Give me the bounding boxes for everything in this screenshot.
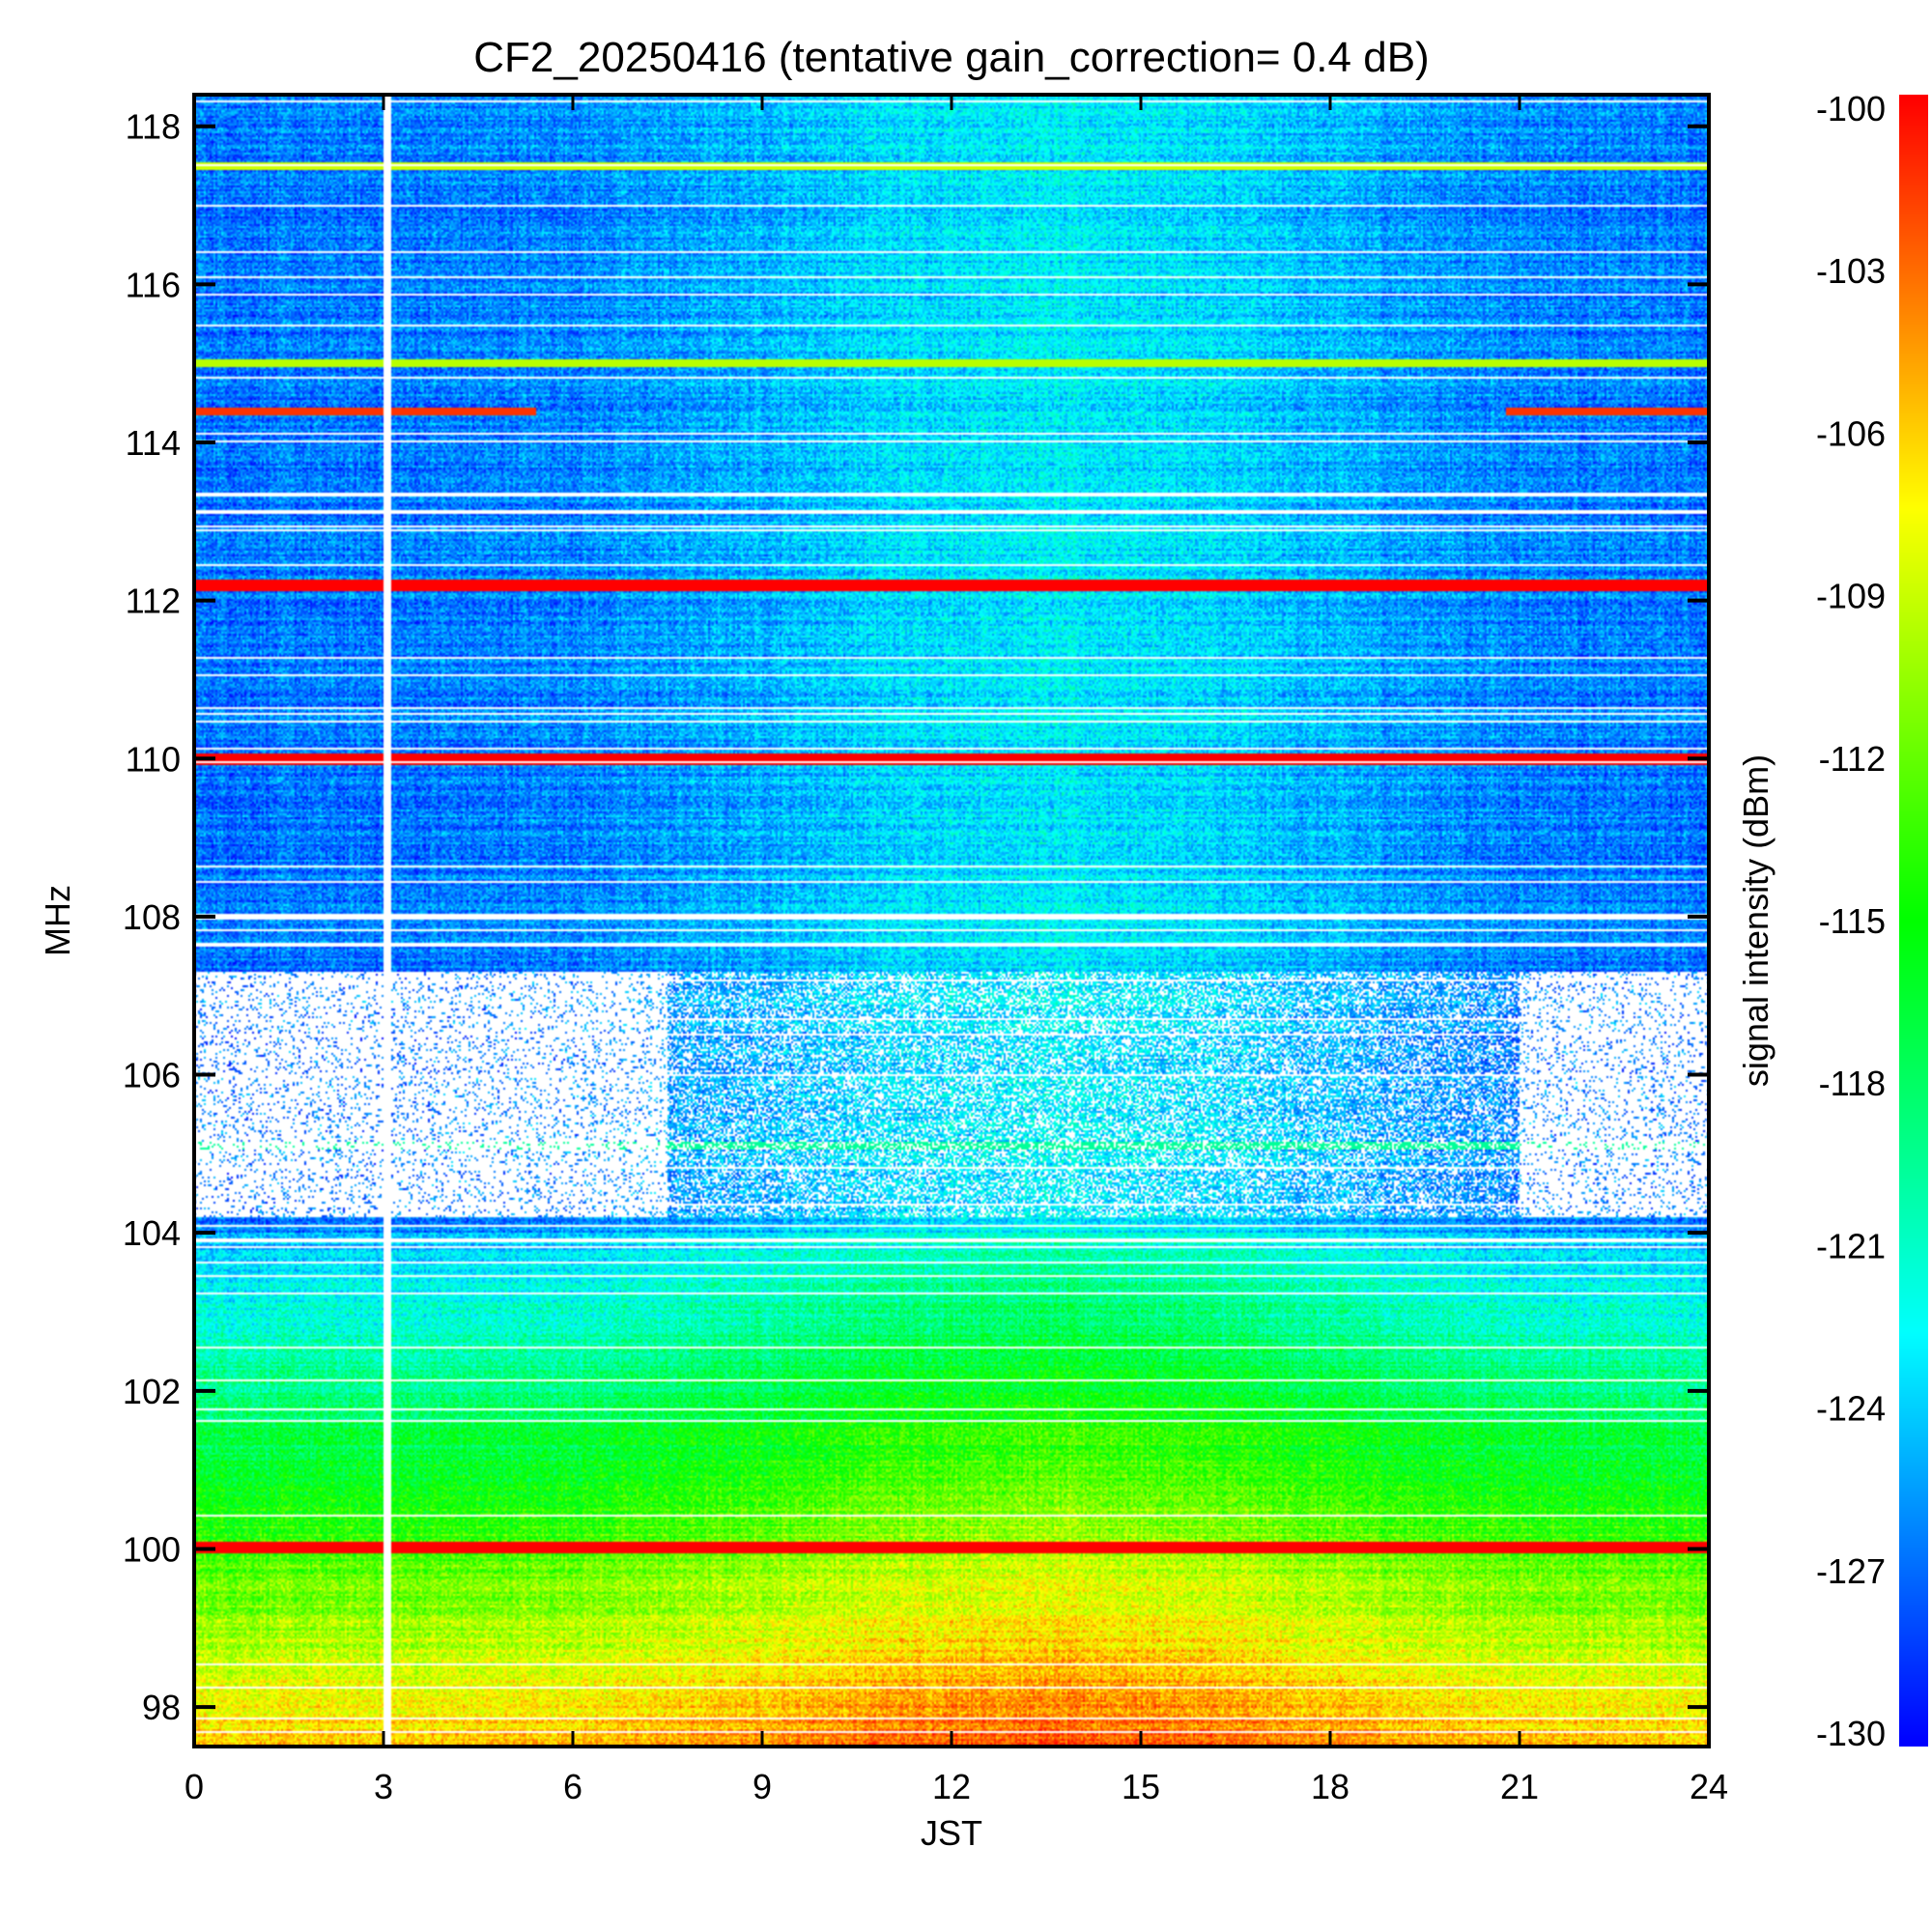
y-tick-label: 100	[123, 1529, 181, 1569]
y-tick-label: 104	[123, 1213, 181, 1253]
y-tick-label: 112	[126, 582, 181, 621]
colorbar-tick-label: -127	[1816, 1551, 1886, 1591]
x-tick-label: 18	[1311, 1767, 1350, 1806]
colorbar-tick-label: -100	[1816, 89, 1886, 128]
y-axis-title: MHz	[38, 885, 77, 956]
colorbar-tick-label: -115	[1819, 901, 1886, 941]
x-tick-label: 24	[1690, 1767, 1728, 1806]
colorbar-title: signal intensity (dBm)	[1736, 754, 1776, 1087]
x-tick-label: 6	[563, 1767, 582, 1806]
spectrogram-heatmap	[194, 95, 1709, 1747]
colorbar-tick-label: -121	[1816, 1226, 1886, 1265]
x-tick-label: 9	[753, 1767, 772, 1806]
colorbar-tick-label: -130	[1816, 1714, 1886, 1753]
plot-frame	[192, 93, 1711, 1748]
y-tick-label: 110	[126, 739, 181, 779]
colorbar	[1899, 95, 1928, 1747]
y-axis-ticks: 98 100 102 104 106 108 110 112 114 116 118	[123, 107, 1709, 1727]
chart-title: CF2_20250416 (tentative gain_correction=…	[473, 34, 1429, 81]
y-tick-label: 98	[142, 1688, 181, 1727]
y-tick-label: 108	[123, 897, 181, 937]
y-tick-label: 116	[126, 265, 181, 304]
colorbar-tick-label: -106	[1816, 413, 1886, 453]
plot-border	[192, 93, 1711, 1748]
colorbar-tick-label: -124	[1816, 1389, 1886, 1429]
x-tick-label: 0	[185, 1767, 204, 1806]
colorbar-tick-label: -109	[1816, 577, 1886, 616]
y-tick-label: 106	[123, 1056, 181, 1095]
y-tick-label: 118	[126, 107, 181, 147]
x-tick-label: 3	[374, 1767, 393, 1806]
colorbar-tick-label: -103	[1816, 251, 1886, 291]
x-axis-ticks: 0 3 6 9 12 15 18 21 24	[185, 95, 1728, 1806]
x-axis-title: JST	[921, 1813, 982, 1853]
colorbar-tick-label: -112	[1819, 739, 1886, 779]
x-tick-label: 15	[1122, 1767, 1160, 1806]
colorbar-ticks: -100 -103 -106 -109 -112 -115 -118 -121 -124 -127…	[1816, 89, 1886, 1753]
colorbar-tick-label: -118	[1819, 1064, 1886, 1103]
y-tick-label: 114	[126, 423, 181, 463]
y-tick-label: 102	[123, 1372, 181, 1411]
x-tick-label: 21	[1500, 1767, 1539, 1806]
x-tick-label: 12	[932, 1767, 971, 1806]
